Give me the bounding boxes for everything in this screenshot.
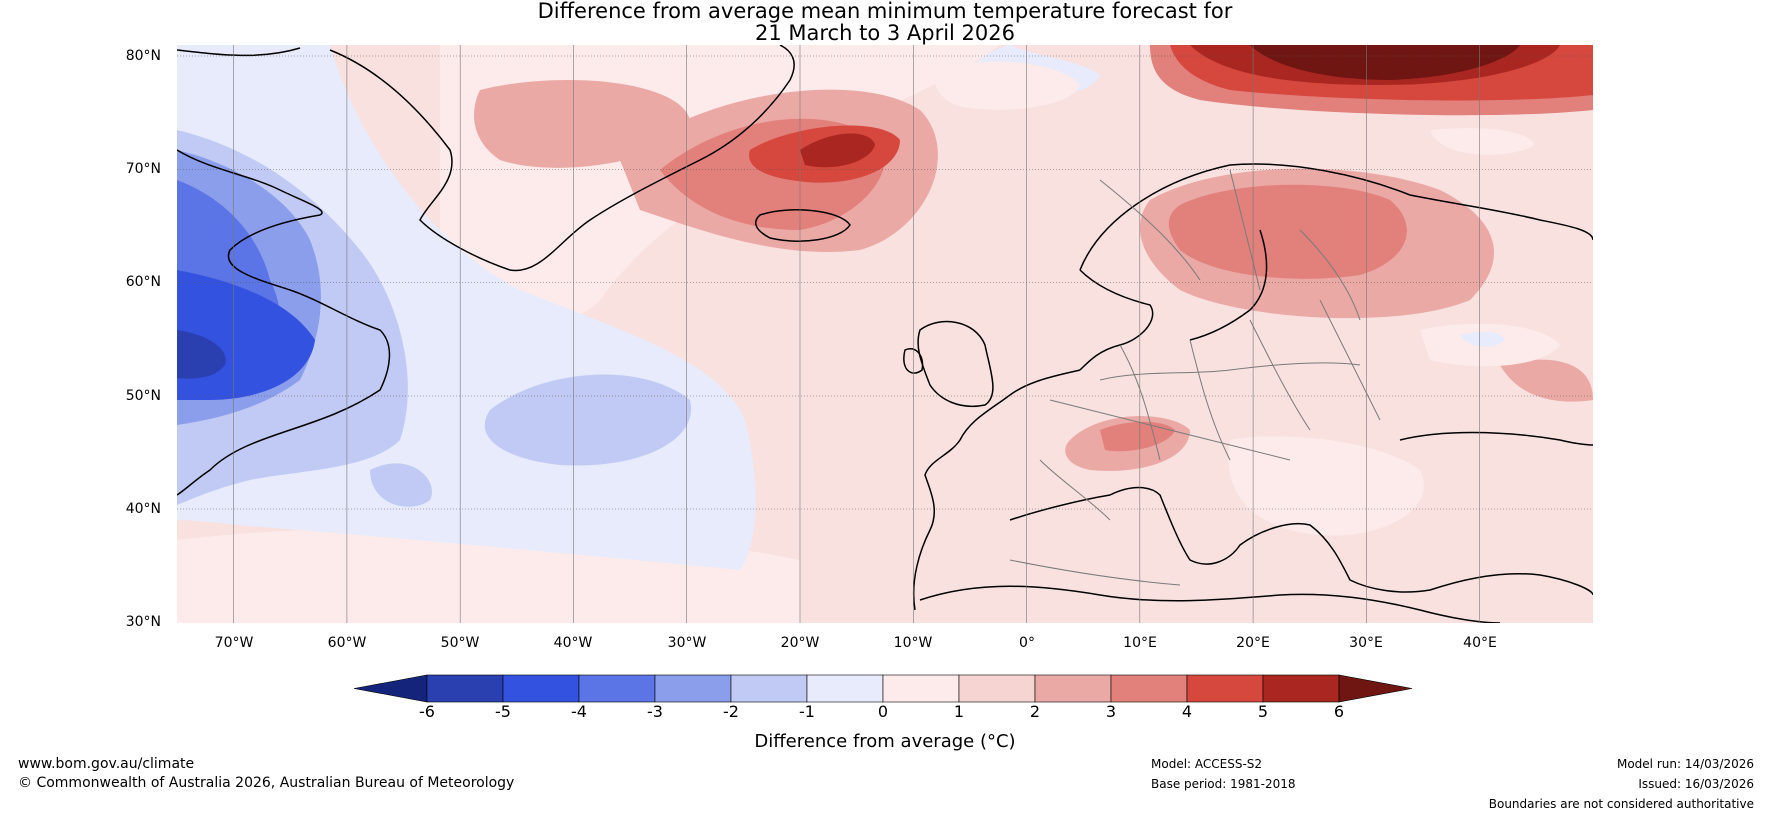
coastline-norway-south xyxy=(1079,269,1154,371)
border-9 xyxy=(1099,179,1201,281)
cool-anomaly-russia-patch xyxy=(1460,331,1505,347)
map-title-line2: 21 March to 3 April 2026 xyxy=(755,21,1015,45)
colorbar-tick-label: 0 xyxy=(877,702,889,721)
coastline-iceland xyxy=(754,209,851,242)
footer-model-run: Model run: 14/03/2026 xyxy=(1616,757,1754,771)
footer-base-period: Base period: 1981-2018 xyxy=(1151,777,1296,791)
footer-issued: Issued: 16/03/2026 xyxy=(1638,777,1754,791)
map-title-line1: Difference from average mean minimum tem… xyxy=(537,0,1233,23)
colorbar-extend-low xyxy=(353,674,428,703)
colorbar-segment-10 xyxy=(1186,674,1264,703)
border-2 xyxy=(1119,344,1161,461)
footer-model: Model: ACCESS-S2 xyxy=(1151,757,1263,771)
footer-url[interactable]: www.bom.gov.au/climate xyxy=(18,756,195,772)
lat-label-30n: 30°N xyxy=(125,614,161,630)
warm-light-balkans xyxy=(1228,436,1424,536)
coastline-west-europe xyxy=(912,369,1081,611)
colorbar-segment-5 xyxy=(806,674,884,703)
coastline-labrador-newfoundland xyxy=(177,149,391,496)
border-5 xyxy=(1319,299,1381,421)
colorbar-segment-8 xyxy=(1034,674,1112,703)
warm-anomaly-5-6-norwegian-sea xyxy=(800,133,875,168)
colorbar-extend-high xyxy=(1338,674,1413,703)
warm-anomaly-over-6-arctic xyxy=(1250,45,1520,80)
lat-label-50n: 50°N xyxy=(125,388,161,404)
footer-disclaimer: Boundaries are not considered authoritat… xyxy=(1488,797,1754,811)
colorbar-tick-label: 4 xyxy=(1181,702,1193,721)
colorbar-tick-label: -1 xyxy=(799,702,815,721)
colorbar xyxy=(353,674,1413,703)
lat-label-70n: 70°N xyxy=(125,161,161,177)
warm-light-barents xyxy=(1430,128,1535,155)
border-8 xyxy=(1009,559,1181,586)
colorbar-tick-label: -4 xyxy=(571,702,587,721)
colorbar-segment-0 xyxy=(426,674,504,703)
colorbar-tick-label: 1 xyxy=(953,702,965,721)
anomaly-field xyxy=(177,45,1593,623)
coastline-black-sea xyxy=(1399,431,1593,446)
lon-label-30e: 30°E xyxy=(1349,635,1383,651)
colorbar-tick-label: -6 xyxy=(419,702,435,721)
border-7 xyxy=(1039,459,1111,521)
warm-anomaly-3-4-scandinavia xyxy=(1168,184,1407,279)
border-1 xyxy=(1099,362,1361,381)
colorbar-segment-2 xyxy=(578,674,656,703)
lon-label-50w: 50°W xyxy=(440,635,480,651)
warm-light-svalbard xyxy=(935,61,1080,110)
colorbar-segment-6 xyxy=(882,674,960,703)
lon-label-10e: 10°E xyxy=(1123,635,1157,651)
border-4 xyxy=(1249,319,1311,431)
colorbar-tick-label: 2 xyxy=(1029,702,1041,721)
colorbar-tick-label: -3 xyxy=(647,702,663,721)
lon-label-60w: 60°W xyxy=(327,635,367,651)
coastlines xyxy=(177,45,1593,623)
cool-anomaly-6 xyxy=(177,330,226,379)
coastline-mediterranean-north xyxy=(1009,486,1593,596)
colorbar-tick-label: -2 xyxy=(723,702,739,721)
colorbar-tick-label: -5 xyxy=(495,702,511,721)
colorbar-segment-4 xyxy=(730,674,808,703)
colorbar-segment-7 xyxy=(958,674,1036,703)
border-11 xyxy=(1299,229,1361,321)
lon-label-30w: 30°W xyxy=(667,635,707,651)
graticule xyxy=(177,55,1593,510)
lon-label-20e: 20°E xyxy=(1236,635,1270,651)
cool-anomaly-2-patch xyxy=(370,463,432,507)
lat-label-80n: 80°N xyxy=(125,48,161,64)
lon-label-10w: 10°W xyxy=(893,635,933,651)
lon-label-20w: 20°W xyxy=(780,635,820,651)
colorbar-segment-9 xyxy=(1110,674,1188,703)
lon-label-40e: 40°E xyxy=(1463,635,1497,651)
colorbar-label: Difference from average (°C) xyxy=(754,731,1016,752)
warm-anomaly-2-3-east xyxy=(1500,359,1593,402)
colorbar-segment-11 xyxy=(1262,674,1340,703)
coastline-gulf-of-bothnia xyxy=(1189,229,1268,341)
colorbar-tick-label: 5 xyxy=(1257,702,1269,721)
coastline-scandinavia-north xyxy=(1079,163,1593,271)
border-3 xyxy=(1189,339,1231,461)
meridians xyxy=(233,45,1480,623)
warm-anomaly-2-3-greenland xyxy=(474,80,690,168)
footer-copyright: © Commonwealth of Australia 2026, Austra… xyxy=(18,775,515,791)
lon-label-0: 0° xyxy=(1019,635,1035,651)
colorbar-segment-1 xyxy=(502,674,580,703)
lon-label-70w: 70°W xyxy=(214,635,254,651)
lon-label-40w: 40°W xyxy=(553,635,593,651)
colorbar-tick-label: 3 xyxy=(1105,702,1117,721)
cool-anomaly-2-east xyxy=(484,374,692,466)
colorbar-tick-label: 6 xyxy=(1333,702,1345,721)
coastline-north-africa xyxy=(919,585,1501,623)
coastline-greenland xyxy=(329,45,795,272)
lat-label-40n: 40°N xyxy=(125,501,161,517)
border-10 xyxy=(1229,169,1261,291)
coastline-great-britain xyxy=(917,320,994,407)
coastline-arctic-canada xyxy=(177,47,301,57)
lat-label-60n: 60°N xyxy=(125,274,161,290)
colorbar-segment-3 xyxy=(654,674,732,703)
